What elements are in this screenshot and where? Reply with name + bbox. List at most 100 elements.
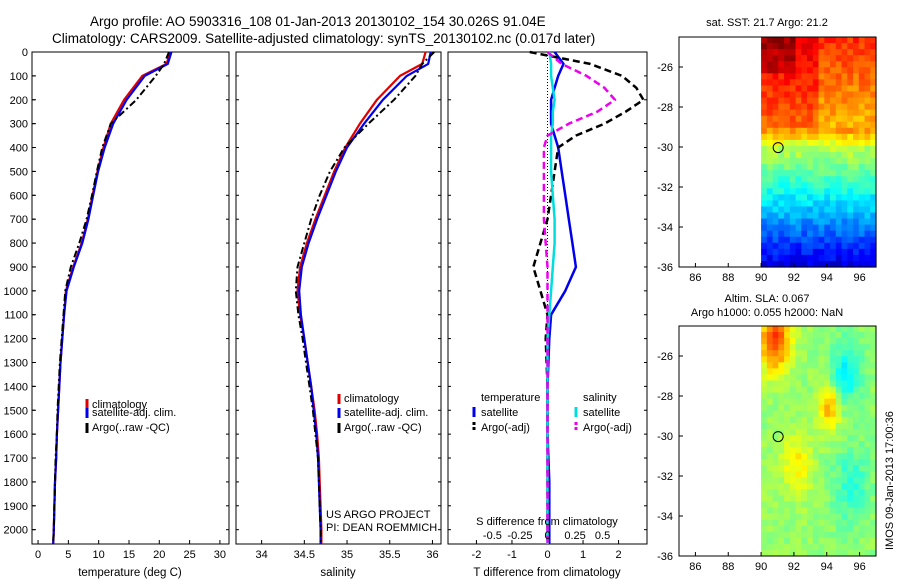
heatmap-cell <box>807 224 814 232</box>
heatmap-cell <box>772 483 779 491</box>
heatmap-cell <box>807 67 814 74</box>
heatmap-cell <box>801 422 808 430</box>
heatmap-cell <box>812 248 820 256</box>
heatmap-cell <box>870 91 877 99</box>
heatmap-cell <box>812 519 820 527</box>
heatmap-cell <box>766 537 774 545</box>
heatmap-cell <box>853 49 860 56</box>
heatmap-cell <box>864 260 871 268</box>
heatmap-cell <box>801 326 808 333</box>
heatmap-cell <box>870 194 877 202</box>
heatmap-cell <box>830 127 837 135</box>
heatmap-cell <box>795 248 802 256</box>
heatmap-cell <box>766 121 774 129</box>
heatmap-cell <box>824 164 831 171</box>
heatmap-cell <box>784 495 791 503</box>
heatmap-cell <box>807 410 814 418</box>
heatmap-cell <box>772 404 779 412</box>
heatmap-cell <box>858 145 866 153</box>
map-y-tick-label: -36 <box>657 262 673 274</box>
heatmap-cell <box>772 236 779 244</box>
heatmap-cell <box>830 260 837 268</box>
heatmap-cell <box>778 176 785 183</box>
heatmap-cell <box>778 332 785 339</box>
heatmap-cell <box>778 254 785 262</box>
heatmap-cell <box>807 127 814 135</box>
heatmap-cell <box>807 194 814 202</box>
heatmap-cell <box>864 338 871 345</box>
heatmap-cell <box>766 368 774 376</box>
heatmap-cell <box>830 441 837 448</box>
heatmap-cell <box>835 170 843 177</box>
heatmap-cell <box>766 170 774 177</box>
heatmap-cell <box>824 513 831 521</box>
heatmap-cell <box>795 344 802 351</box>
heatmap-cell <box>807 531 814 539</box>
heatmap-cell <box>801 344 808 351</box>
depth-tick-label: 1400 <box>4 381 28 393</box>
heatmap-cell <box>761 513 768 521</box>
heatmap-cell <box>766 206 774 214</box>
heatmap-cell <box>858 55 866 62</box>
heatmap-cell <box>818 531 825 539</box>
heatmap-cell <box>818 200 825 208</box>
heatmap-cell <box>795 531 802 539</box>
heatmap-cell <box>847 242 854 250</box>
heatmap-cell <box>807 525 814 533</box>
temperature-xlabel: temperature (deg C) <box>78 567 182 579</box>
heatmap-cell <box>761 434 768 442</box>
heatmap-cell <box>766 507 774 515</box>
heatmap-cell <box>830 49 837 56</box>
heatmap-cell <box>853 61 860 68</box>
heatmap-cell <box>812 230 820 238</box>
heatmap-cell <box>778 471 785 478</box>
heatmap-cell <box>772 248 779 256</box>
legend-group-salinity: salinity <box>583 392 617 404</box>
heatmap-cell <box>864 326 871 333</box>
heatmap-cell <box>870 121 877 129</box>
heatmap-cell <box>853 115 860 123</box>
heatmap-cell <box>766 194 774 202</box>
heatmap-cell <box>841 489 848 497</box>
heatmap-cell <box>778 230 785 238</box>
heatmap-cell <box>772 127 779 135</box>
heatmap-cell <box>766 109 774 117</box>
heatmap-cell <box>841 495 848 503</box>
heatmap-cell <box>858 79 866 87</box>
heatmap-cell <box>772 49 779 56</box>
heatmap-cell <box>858 182 866 189</box>
heatmap-cell <box>830 416 837 424</box>
heatmap-cell <box>858 194 866 202</box>
heatmap-cell <box>864 97 871 105</box>
heatmap-cell <box>858 115 866 123</box>
heatmap-cell <box>812 133 820 141</box>
heatmap-cell <box>801 55 808 62</box>
heatmap-cell <box>778 537 785 545</box>
heatmap-cell <box>818 55 825 62</box>
heatmap-cell <box>818 386 825 394</box>
heatmap-cell <box>853 447 860 454</box>
heatmap-cell <box>761 242 768 250</box>
heatmap-cell <box>853 224 860 232</box>
x-tick-label: 36 <box>426 549 438 561</box>
heatmap-cell <box>801 103 808 111</box>
heatmap-cell <box>841 188 848 195</box>
heatmap-cell <box>807 332 814 339</box>
heatmap-cell <box>870 158 877 165</box>
heatmap-cell <box>778 206 785 214</box>
heatmap-cell <box>795 97 802 105</box>
heatmap-cell <box>824 206 831 214</box>
heatmap-cell <box>847 200 854 208</box>
heatmap-cell <box>778 139 785 147</box>
heatmap-cell <box>801 218 808 226</box>
heatmap-cell <box>830 121 837 129</box>
heatmap-cell <box>824 549 831 557</box>
heatmap-cell <box>841 362 848 369</box>
heatmap-cell <box>830 392 837 400</box>
heatmap-cell <box>858 230 866 238</box>
heatmap-cell <box>807 218 814 226</box>
heatmap-cell <box>766 531 774 539</box>
heatmap-cell <box>795 434 802 442</box>
heatmap-cell <box>801 67 808 74</box>
heatmap-cell <box>789 380 797 388</box>
